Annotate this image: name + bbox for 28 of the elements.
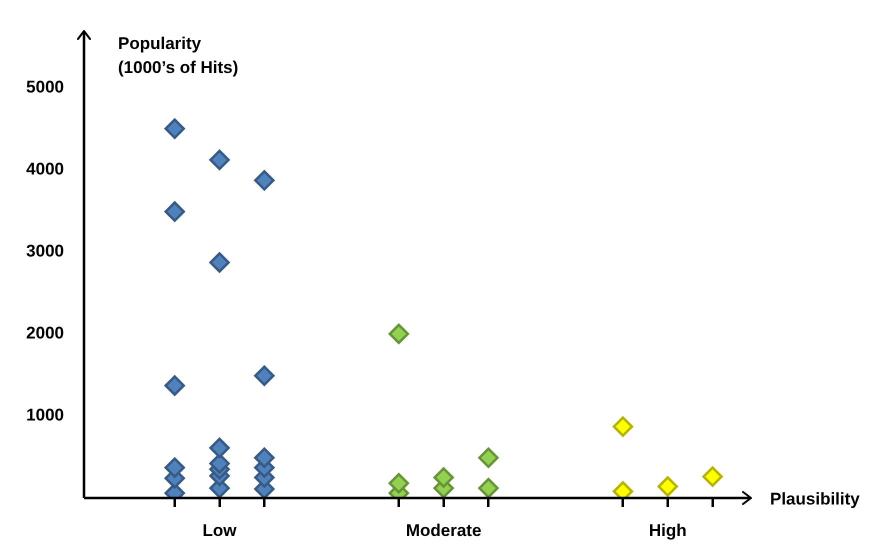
point bbox=[254, 365, 275, 386]
point bbox=[164, 457, 185, 478]
point bbox=[702, 466, 723, 487]
point bbox=[209, 438, 230, 458]
y-axis-title: Popularity (1000’s of Hits) bbox=[118, 34, 238, 77]
point bbox=[164, 201, 185, 222]
point bbox=[164, 375, 185, 396]
point bbox=[478, 478, 499, 498]
point bbox=[612, 416, 634, 437]
point bbox=[254, 170, 275, 191]
x-axis-title: Plausibility bbox=[770, 490, 860, 509]
x-tick-label: Low bbox=[202, 520, 238, 540]
point bbox=[657, 476, 678, 497]
point bbox=[478, 448, 499, 468]
x-tick-label: High bbox=[648, 520, 687, 540]
point bbox=[433, 467, 454, 488]
point bbox=[164, 118, 185, 139]
point bbox=[254, 448, 275, 468]
y-tick-label: 5000 bbox=[26, 77, 64, 96]
point bbox=[388, 324, 410, 344]
point bbox=[388, 472, 410, 494]
y-tick-label: 4000 bbox=[26, 159, 64, 178]
y-tick-label: 3000 bbox=[26, 241, 64, 260]
point bbox=[209, 150, 230, 170]
x-tick-label: Moderate bbox=[406, 520, 482, 540]
y-tick-label: 2000 bbox=[26, 324, 64, 343]
point bbox=[209, 252, 230, 273]
y-tick-label: 1000 bbox=[26, 406, 64, 425]
